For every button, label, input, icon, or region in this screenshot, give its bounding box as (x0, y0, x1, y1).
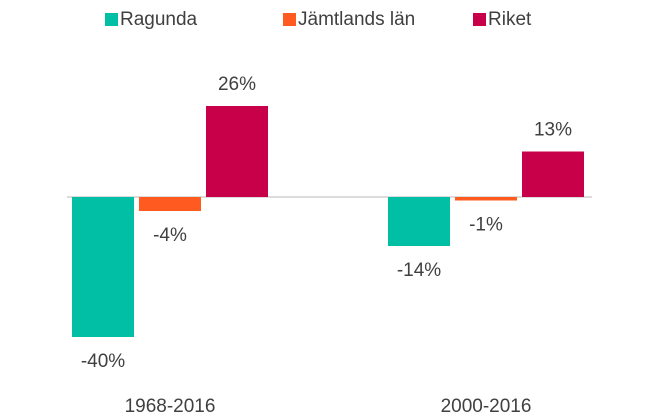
legend-swatch (283, 13, 296, 26)
bar (388, 197, 450, 246)
data-label: -4% (153, 225, 187, 246)
legend-label: Ragunda (120, 9, 198, 30)
data-label: 13% (534, 120, 572, 141)
x-tick-label: 1968-2016 (125, 396, 216, 417)
data-label: 26% (218, 74, 256, 95)
data-label: -1% (469, 215, 503, 236)
data-label: -14% (397, 260, 441, 281)
data-label: -40% (81, 351, 125, 372)
bar (522, 151, 584, 197)
bar (139, 197, 201, 211)
bar (72, 197, 134, 337)
bar (206, 106, 268, 197)
x-tick-label: 2000-2016 (441, 396, 532, 417)
legend-swatch (105, 13, 118, 26)
legend-swatch (473, 13, 486, 26)
legend-label: Jämtlands län (298, 9, 415, 30)
bar (455, 197, 517, 201)
legend-label: Riket (488, 9, 532, 30)
